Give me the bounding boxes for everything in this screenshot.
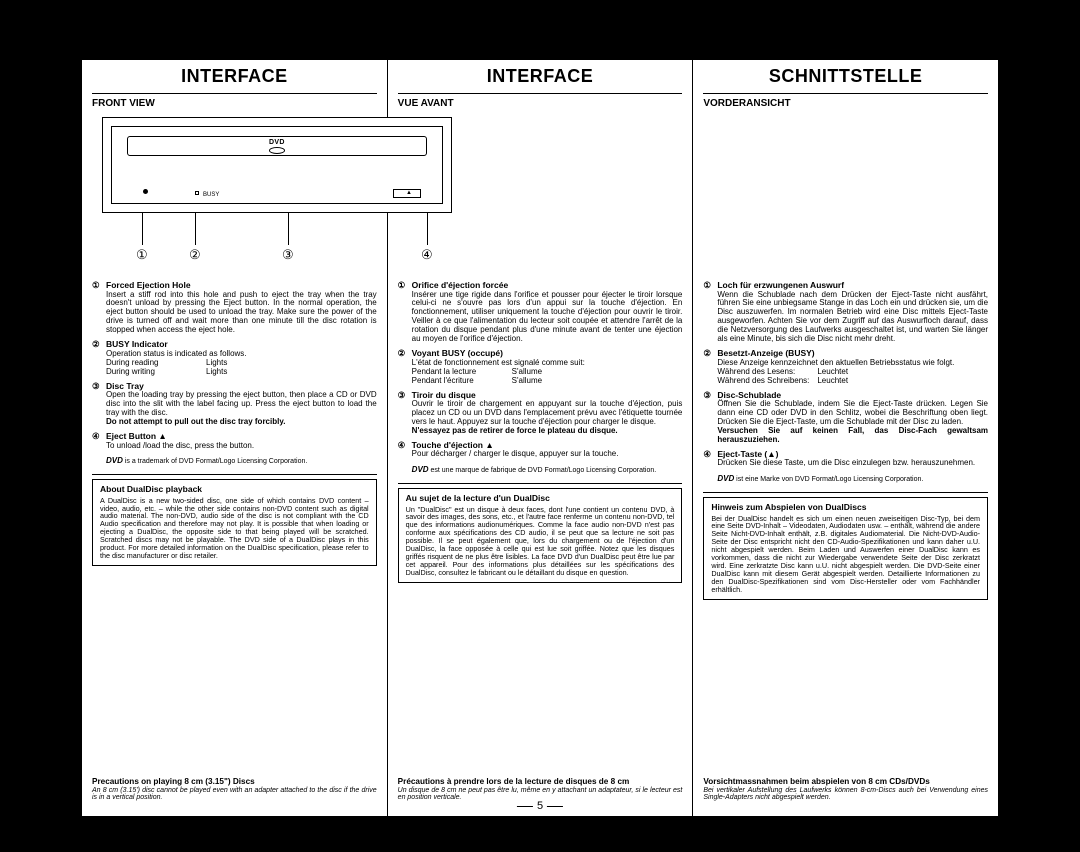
- box-title: Hinweis zum Abspielen von DualDiscs: [711, 503, 980, 512]
- interface-item: ②BUSY Indicator Operation status is indi…: [92, 340, 377, 376]
- interface-item: ①Forced Ejection Hole Insert a stiff rod…: [92, 281, 377, 335]
- trademark-note: DVD is a trademark of DVD Format/Logo Li…: [92, 455, 377, 472]
- column-heading: INTERFACE: [92, 66, 377, 91]
- box-body: Un "DualDisc" est un disque à deux faces…: [406, 506, 675, 577]
- interface-item: ④Eject Button ▲ To unload /load the disc…: [92, 432, 377, 450]
- precaution-title: Vorsichtmassnahmen beim abspielen von 8 …: [703, 777, 988, 786]
- interface-item: ③Tiroir du disque Ouvrir le tiroir de ch…: [398, 391, 683, 436]
- dvd-logo-icon: DVD: [269, 139, 285, 155]
- trademark-note: DVD ist eine Marke von DVD Format/Logo L…: [703, 473, 988, 490]
- callout-1: ①: [136, 247, 148, 263]
- interface-item: ③Disc Tray Open the loading tray by pres…: [92, 382, 377, 427]
- interface-item: ④Eject-Taste (▲) Drücken Sie diese Taste…: [703, 450, 988, 468]
- interface-item: ④Touche d'éjection ▲ Pour décharger / ch…: [398, 441, 683, 459]
- precaution-body: An 8 cm (3.15') disc cannot be played ev…: [92, 787, 377, 802]
- interface-item: ③Disc-Schublade Öffnen Sie die Schublade…: [703, 391, 988, 445]
- interface-item: ②Voyant BUSY (occupé) L'état de fonction…: [398, 349, 683, 385]
- view-subheading: VORDERANSICHT: [703, 98, 988, 109]
- column-fr: INTERFACE VUE AVANT ①Orifice d'éjection …: [388, 60, 694, 816]
- eject-hole-graphic: [143, 189, 148, 194]
- column-heading: SCHNITTSTELLE: [703, 66, 988, 91]
- dualdisc-box: Au sujet de la lecture d'un DualDisc Un …: [398, 488, 683, 583]
- item-list: ①Orifice d'éjection forcée Insérer une t…: [398, 281, 683, 464]
- callout-2: ②: [189, 247, 201, 263]
- column-de: SCHNITTSTELLE VORDERANSICHT ①Loch für er…: [693, 60, 998, 816]
- dualdisc-box: About DualDisc playback A DualDisc is a …: [92, 479, 377, 566]
- view-subheading: FRONT VIEW: [92, 98, 377, 109]
- dualdisc-box: Hinweis zum Abspielen von DualDiscs Bei …: [703, 497, 988, 600]
- front-view-diagram: DVD BUSY ▲ ① ② ③ ④: [92, 111, 377, 281]
- manual-page: INTERFACE FRONT VIEW DVD BUSY ▲ ① ② ③ ④ …: [80, 58, 1000, 818]
- page-number: 5: [533, 800, 547, 812]
- interface-item: ①Loch für erzwungenen Auswurf Wenn die S…: [703, 281, 988, 344]
- column-heading: INTERFACE: [398, 66, 683, 91]
- box-title: About DualDisc playback: [100, 485, 369, 494]
- view-subheading: VUE AVANT: [398, 98, 683, 109]
- box-body: A DualDisc is a new two-sided disc, one …: [100, 497, 369, 560]
- precaution-body: Bei vertikaler Aufstellung des Laufwerks…: [703, 787, 988, 802]
- box-body: Bei der DualDisc handelt es sich um eine…: [711, 515, 980, 594]
- interface-item: ①Orifice d'éjection forcée Insérer une t…: [398, 281, 683, 344]
- column-en: INTERFACE FRONT VIEW DVD BUSY ▲ ① ② ③ ④ …: [82, 60, 388, 816]
- item-list: ①Forced Ejection Hole Insert a stiff rod…: [92, 281, 377, 455]
- trademark-note: DVD est une marque de fabrique de DVD Fo…: [398, 464, 683, 481]
- callout-3: ③: [282, 247, 294, 263]
- precaution-title: Précautions à prendre lors de la lecture…: [398, 777, 683, 786]
- item-list: ①Loch für erzwungenen Auswurf Wenn die S…: [703, 281, 988, 473]
- busy-led-graphic: [195, 191, 199, 195]
- precaution-title: Precautions on playing 8 cm (3.15") Disc…: [92, 777, 377, 786]
- box-title: Au sujet de la lecture d'un DualDisc: [406, 494, 675, 503]
- busy-label: BUSY: [203, 192, 219, 198]
- interface-item: ②Besetzt-Anzeige (BUSY) Diese Anzeige ke…: [703, 349, 988, 385]
